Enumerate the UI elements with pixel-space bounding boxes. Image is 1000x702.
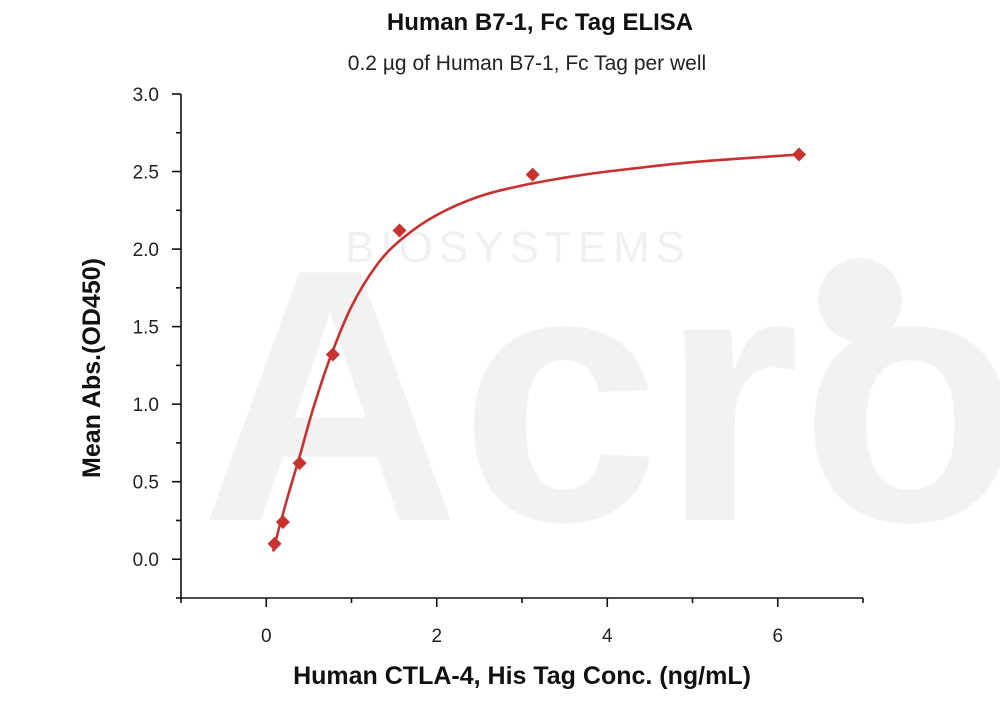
x-tick-label: 0 — [261, 626, 272, 647]
y-tick-label: 0.5 — [133, 473, 159, 494]
data-points — [267, 147, 807, 551]
data-point — [275, 515, 290, 530]
x-tick-label: 4 — [602, 626, 613, 647]
data-point — [792, 147, 807, 162]
x-axis-label: Human CTLA-4, His Tag Conc. (ng/mL) — [293, 662, 751, 690]
x-tick-label: 6 — [772, 626, 783, 647]
y-axis-label: Mean Abs.(OD450) — [78, 258, 106, 478]
data-point — [267, 536, 282, 551]
y-tick-label: 2.0 — [133, 240, 159, 261]
y-tick-label: 3.0 — [133, 85, 159, 106]
x-axis-ticks: 0 2 4 6 — [180, 598, 864, 647]
y-tick-label: 1.0 — [133, 395, 159, 416]
y-axis-ticks: 0.0 0.5 1.0 1.5 2.0 2.5 3.0 — [133, 85, 181, 599]
x-tick-label: 2 — [431, 626, 442, 647]
data-point — [525, 167, 540, 182]
data-point — [292, 456, 307, 471]
watermark: Acro BIOSYSTEMS — [200, 195, 1000, 597]
y-tick-label: 1.5 — [133, 318, 159, 339]
watermark-dot — [818, 258, 902, 342]
chart-title: Human B7-1, Fc Tag ELISA — [387, 9, 693, 36]
data-point — [392, 223, 407, 238]
data-point — [325, 347, 340, 362]
y-tick-label: 2.5 — [133, 163, 159, 184]
chart-subtitle: 0.2 µg of Human B7-1, Fc Tag per well — [348, 52, 706, 75]
fit-curve — [271, 153, 800, 552]
y-tick-label: 0.0 — [133, 550, 159, 571]
